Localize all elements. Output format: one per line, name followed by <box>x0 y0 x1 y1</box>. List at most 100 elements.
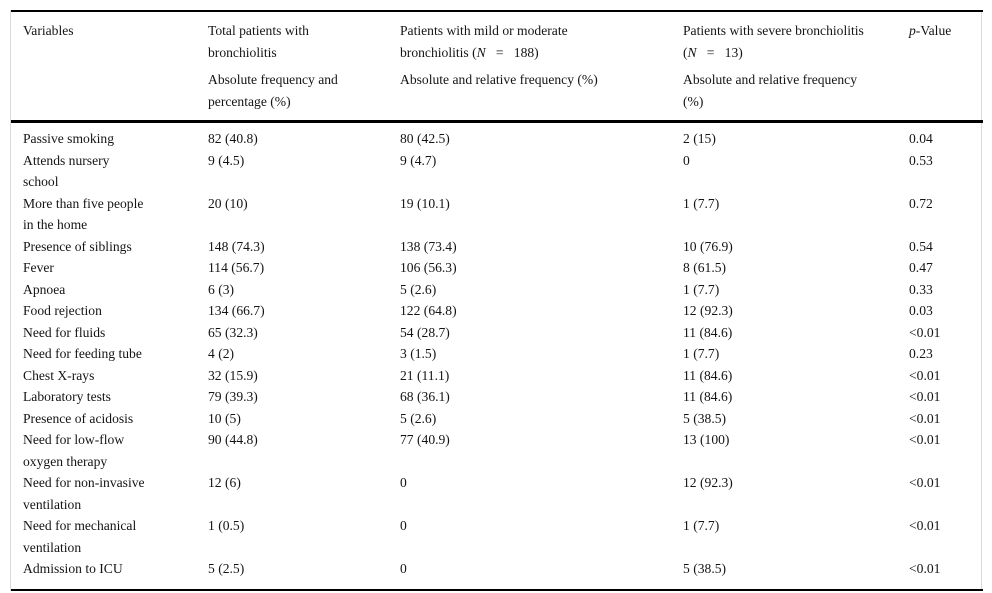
variable-cell: More than five people in the home <box>23 195 144 233</box>
total-patients-cell: 10 (5) <box>208 410 241 426</box>
total-patients-cell: 6 (3) <box>208 281 235 297</box>
header-mild-subtitle: Absolute and relative frequency (%) <box>400 72 598 87</box>
variable-cell: Passive smoking <box>23 131 115 146</box>
table-row: More than five people in the home 20 (10)… <box>11 193 983 236</box>
variable-cell: Chest X-rays <box>23 367 95 383</box>
severe-cell: 0 <box>683 152 690 168</box>
severe-cell: 5 (38.5) <box>683 410 727 426</box>
variable-cell: Presence of siblings <box>23 238 132 254</box>
p-value-cell: <0.01 <box>909 475 941 490</box>
p-value-cell: <0.01 <box>909 558 983 591</box>
severe-cell: 1 (7.7) <box>683 346 720 361</box>
table-row: Presence of acidosis 10 (5) 5 (2.6) 5 (38.5… <box>11 408 983 430</box>
mild-moderate-cell: 80 (42.5) <box>400 131 450 146</box>
p-value-cell: <0.01 <box>909 410 941 426</box>
total-patients-cell: 12 (6) <box>208 475 241 490</box>
bronchiolitis-table-wrapper: Variables Total patients with bronchioli… <box>10 10 983 591</box>
header-variables-title: Variables <box>23 23 74 38</box>
header-total-subtitle: Absolute frequency and percentage (%) <box>208 72 338 109</box>
p-value-cell: 0.03 <box>909 303 933 318</box>
table-row: Attends nursery school 9 (4.5) 9 (4.7) 0 0.5… <box>11 150 983 193</box>
header-severe-title-n-value: = 13) <box>696 44 743 60</box>
table-row: Admission to ICU 5 (2.5) 0 5 (38.5) <0.01 <box>11 558 983 591</box>
header-mild-title-text: Patients with mild or moderate bronchiol… <box>400 23 568 60</box>
table-row: Apnoea 6 (3) 5 (2.6) 1 (7.7) 0.33 <box>11 279 983 301</box>
variable-cell: Need for feeding tube <box>23 346 142 361</box>
table-row: Need for fluids 65 (32.3) 54 (28.7) 11 (84.… <box>11 322 983 344</box>
header-total-patients: Total patients with bronchiolitis Absolu… <box>208 10 400 123</box>
variable-cell: Need for low-flow oxygen therapy <box>23 432 125 469</box>
header-mild-title-n-value: = 188) <box>485 44 539 60</box>
table-row: Need for non-invasive ventilation 12 (6) 0… <box>11 472 983 515</box>
p-value-cell: 0.04 <box>909 131 933 146</box>
total-patients-cell: 114 (56.7) <box>208 260 265 275</box>
table-row: Laboratory tests 79 (39.3) 68 (36.1) 11 (84… <box>11 386 983 408</box>
mild-moderate-cell: 122 (64.8) <box>400 303 457 318</box>
total-patients-cell: 9 (4.5) <box>208 152 245 168</box>
variable-cell: Admission to ICU <box>11 558 208 591</box>
total-patients-cell: 79 (39.3) <box>208 389 258 404</box>
mild-moderate-cell: 9 (4.7) <box>400 152 437 168</box>
mild-moderate-cell: 138 (73.4) <box>400 238 457 254</box>
header-severe-subtitle: Absolute and relative frequency (%) <box>683 72 858 109</box>
bronchiolitis-characteristics-table: Variables Total patients with bronchioli… <box>11 10 983 591</box>
severe-cell: 10 (76.9) <box>683 238 733 254</box>
p-value-cell: 0.47 <box>909 260 933 275</box>
header-total-title: Total patients with bronchiolitis <box>208 23 309 60</box>
total-patients-cell: 20 (10) <box>208 195 248 211</box>
p-value-cell: <0.01 <box>909 324 941 340</box>
p-value-cell: 0.72 <box>909 195 933 211</box>
severe-cell: 1 (7.7) <box>683 195 720 211</box>
severe-cell: 13 (100) <box>683 432 730 447</box>
variable-cell: Need for fluids <box>23 324 106 340</box>
table-row: Food rejection 134 (66.7) 122 (64.8) 12 (92… <box>11 300 983 322</box>
mild-moderate-cell: 5 (2.6) <box>400 281 437 297</box>
total-patients-cell: 5 (2.5) <box>208 558 400 591</box>
total-patients-cell: 65 (32.3) <box>208 324 258 340</box>
mild-moderate-cell: 77 (40.9) <box>400 432 450 447</box>
p-value-cell: <0.01 <box>909 518 941 533</box>
total-patients-cell: 1 (0.5) <box>208 518 245 533</box>
variable-cell: Need for non-invasive ventilation <box>23 475 145 512</box>
header-severe-title: Patients with severe bronchiolitis (N = … <box>683 20 901 63</box>
p-value-cell: 0.23 <box>909 346 933 361</box>
mild-moderate-cell: 0 <box>400 518 407 533</box>
table-row: Need for feeding tube 4 (2) 3 (1.5) 1 (7.7)… <box>11 343 983 365</box>
mild-moderate-cell: 68 (36.1) <box>400 389 450 404</box>
p-value-cell: <0.01 <box>909 367 941 383</box>
total-patients-cell: 82 (40.8) <box>208 131 258 146</box>
total-patients-cell: 134 (66.7) <box>208 303 265 318</box>
mild-moderate-cell: 0 <box>400 475 407 490</box>
severe-cell: 11 (84.6) <box>683 367 733 383</box>
table-row: Chest X-rays 32 (15.9) 21 (11.1) 11 (84.6) <… <box>11 365 983 387</box>
p-value-cell: 0.53 <box>909 152 933 168</box>
mild-moderate-cell: 3 (1.5) <box>400 346 437 361</box>
severe-cell: 1 (7.7) <box>683 518 720 533</box>
table-row: Fever 114 (56.7) 106 (56.3) 8 (61.5) 0.47 <box>11 257 983 279</box>
severe-cell: 1 (7.7) <box>683 281 720 297</box>
mild-moderate-cell: 0 <box>400 558 683 591</box>
variable-cell: Attends nursery school <box>23 152 110 190</box>
table-header: Variables Total patients with bronchioli… <box>11 10 983 123</box>
header-p-symbol: p <box>909 23 916 38</box>
severe-cell: 11 (84.6) <box>683 389 733 404</box>
p-value-cell: 0.33 <box>909 281 933 297</box>
mild-moderate-cell: 106 (56.3) <box>400 260 457 275</box>
header-p-value-text: -Value <box>915 23 952 38</box>
variable-cell: Need for mechanical ventilation <box>23 518 137 555</box>
header-p-value-title: p-Value <box>909 20 975 63</box>
table-body: Passive smoking 82 (40.8) 80 (42.5) 2 (15) 0… <box>11 122 983 591</box>
table-row: Need for low-flow oxygen therapy 90 (44.8… <box>11 429 983 472</box>
table-row: Presence of siblings 148 (74.3) 138 (73.4)… <box>11 236 983 258</box>
header-p-value: p-Value <box>909 10 983 123</box>
variable-cell: Presence of acidosis <box>23 410 134 426</box>
severe-cell: 12 (92.3) <box>683 303 733 318</box>
total-patients-cell: 90 (44.8) <box>208 432 258 447</box>
mild-moderate-cell: 19 (10.1) <box>400 195 450 211</box>
p-value-cell: <0.01 <box>909 389 941 404</box>
total-patients-cell: 148 (74.3) <box>208 238 265 254</box>
mild-moderate-cell: 21 (11.1) <box>400 367 450 383</box>
header-row: Variables Total patients with bronchioli… <box>11 10 983 123</box>
severe-cell: 5 (38.5) <box>683 558 909 591</box>
total-patients-cell: 32 (15.9) <box>208 367 258 383</box>
